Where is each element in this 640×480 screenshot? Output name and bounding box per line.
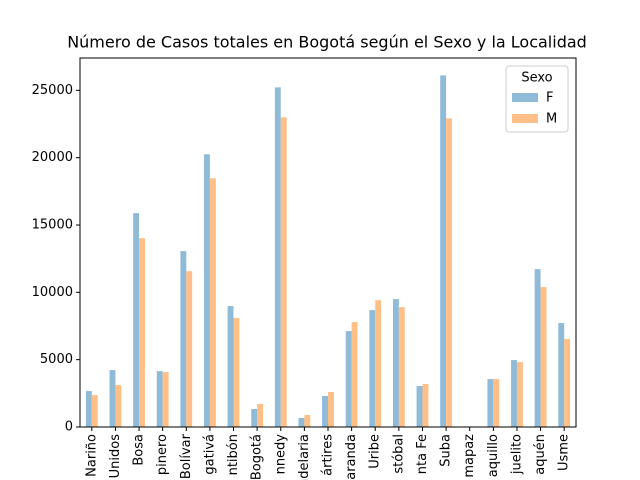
y-tick-label: 15000 xyxy=(32,217,73,232)
bar xyxy=(91,395,98,427)
bar xyxy=(511,360,517,427)
bar xyxy=(180,251,187,427)
chart-title: Número de Casos totales en Bogotá según … xyxy=(67,33,587,52)
bar xyxy=(369,310,376,427)
bar xyxy=(351,322,358,427)
x-tick-label: ntibón xyxy=(226,434,241,475)
bar xyxy=(186,271,193,427)
y-tick-label: 10000 xyxy=(32,285,73,300)
bar xyxy=(251,408,258,427)
x-tick-label: ártires xyxy=(321,434,336,476)
bar xyxy=(133,213,140,427)
x-tick-label: Bosa xyxy=(132,434,147,466)
x-tick-label: Bogotá xyxy=(250,434,265,480)
x-tick-label: mapaz xyxy=(462,434,477,478)
x-tick-label: juelito xyxy=(509,434,524,475)
bar xyxy=(298,417,305,427)
bar xyxy=(493,379,500,427)
x-tick-label: Nariño xyxy=(84,434,99,477)
bar xyxy=(534,269,541,427)
bar xyxy=(375,300,382,427)
legend-label: F xyxy=(546,91,553,106)
x-tick-label: Suba xyxy=(439,434,454,467)
bar xyxy=(85,391,92,427)
bar xyxy=(139,238,145,427)
bar xyxy=(304,415,311,427)
x-tick-label: gativá xyxy=(202,434,217,475)
bar xyxy=(440,75,447,428)
legend-title: Sexo xyxy=(521,71,552,86)
bar xyxy=(204,154,210,427)
bar xyxy=(156,371,163,427)
bar xyxy=(115,384,122,427)
bar xyxy=(209,178,216,427)
legend-label: M xyxy=(546,112,557,127)
bar xyxy=(227,306,234,427)
bar xyxy=(322,396,328,427)
bar xyxy=(540,287,547,427)
bar xyxy=(487,379,494,427)
bar xyxy=(257,403,264,427)
x-tick-label: stóbal xyxy=(391,434,406,474)
x-tick-label: nnedy xyxy=(273,434,288,475)
x-tick-label: aquillo xyxy=(486,434,501,477)
bar xyxy=(398,307,405,427)
bar xyxy=(109,370,116,427)
bar xyxy=(345,331,352,427)
x-tick-label: ndelaria xyxy=(297,434,312,480)
bar xyxy=(558,323,565,427)
legend-swatch xyxy=(512,114,538,123)
y-tick-label: 0 xyxy=(65,420,73,435)
bar xyxy=(280,117,287,427)
bar xyxy=(328,391,334,427)
x-tick-label: nta Fe xyxy=(415,434,430,474)
x-tick-label: pinero xyxy=(155,434,170,475)
plot-frame xyxy=(79,57,577,428)
bar xyxy=(446,118,452,427)
bar xyxy=(416,386,423,427)
bar xyxy=(274,87,281,427)
x-tick-label: aranda xyxy=(344,434,359,480)
x-tick-label: aquén xyxy=(533,434,548,475)
x-tick-label: Bolívar xyxy=(179,433,194,479)
bar xyxy=(233,318,240,427)
bar xyxy=(422,384,429,427)
bar xyxy=(516,362,523,427)
bar xyxy=(564,339,571,427)
bar xyxy=(392,299,399,427)
y-tick-label: 20000 xyxy=(32,150,73,165)
y-tick-label: 25000 xyxy=(32,83,73,98)
bar xyxy=(162,372,169,427)
legend-swatch xyxy=(512,93,538,102)
x-tick-label: Uribe xyxy=(368,434,383,469)
x-tick-label: Unidos xyxy=(108,434,123,479)
y-tick-label: 5000 xyxy=(40,352,73,367)
x-tick-label: Usme xyxy=(557,434,572,471)
